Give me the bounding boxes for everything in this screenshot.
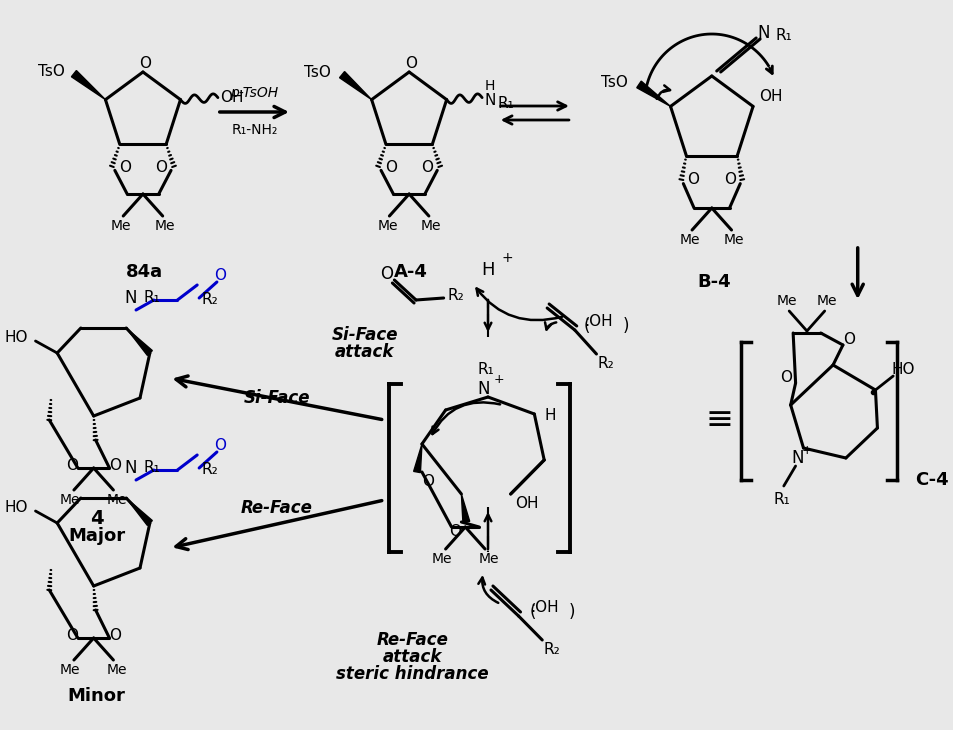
Text: R₁: R₁ [773, 493, 789, 507]
Text: O: O [110, 458, 121, 474]
Text: Me: Me [420, 219, 440, 233]
Text: attack: attack [335, 343, 394, 361]
Text: :OH: :OH [529, 601, 558, 615]
Text: O: O [379, 265, 393, 283]
Text: O: O [421, 474, 434, 490]
Text: H: H [544, 409, 556, 423]
Text: R₂: R₂ [598, 356, 614, 372]
Text: +: + [501, 251, 513, 265]
Text: :OH: :OH [583, 315, 612, 329]
Text: Si-Face: Si-Face [332, 326, 397, 344]
Polygon shape [339, 72, 372, 99]
Text: N: N [477, 380, 490, 398]
Text: R₂: R₂ [201, 463, 218, 477]
Text: attack: attack [382, 648, 441, 666]
Text: ≡: ≡ [705, 404, 733, 437]
Text: Me: Me [478, 552, 498, 566]
Text: O: O [449, 524, 461, 539]
Text: N: N [125, 459, 137, 477]
Text: Me: Me [60, 663, 80, 677]
Text: OH: OH [220, 90, 243, 105]
Text: Me: Me [376, 219, 397, 233]
Text: Re-Face: Re-Face [375, 631, 448, 649]
Text: O: O [139, 55, 151, 71]
Text: N: N [484, 93, 496, 108]
Text: O: O [723, 172, 736, 187]
Text: Me: Me [60, 493, 80, 507]
Text: R₁: R₁ [497, 96, 514, 111]
Text: O: O [155, 160, 167, 175]
Text: TsO: TsO [600, 75, 627, 90]
Text: ): ) [622, 317, 629, 335]
Polygon shape [636, 81, 670, 107]
Text: Me: Me [776, 294, 797, 308]
Text: 4: 4 [90, 509, 103, 528]
Text: R₂: R₂ [201, 293, 218, 307]
Text: HO: HO [890, 363, 914, 377]
Text: (: ( [583, 317, 589, 335]
Text: Me: Me [431, 552, 452, 566]
Text: OH: OH [759, 89, 781, 104]
Text: p-TsOH: p-TsOH [230, 86, 278, 100]
Text: Me: Me [722, 233, 743, 247]
Polygon shape [126, 498, 152, 526]
Text: OH: OH [515, 496, 537, 512]
Text: Si-Face: Si-Face [244, 389, 310, 407]
Text: 84a: 84a [126, 263, 163, 281]
Text: +: + [801, 445, 812, 458]
Text: O: O [213, 437, 226, 453]
Text: ): ) [568, 603, 575, 621]
Text: Me: Me [111, 219, 132, 233]
Text: TsO: TsO [304, 65, 331, 80]
Text: Minor: Minor [68, 687, 126, 705]
Text: O: O [405, 55, 416, 71]
Text: R₁-NH₂: R₁-NH₂ [231, 123, 277, 137]
Polygon shape [126, 328, 152, 356]
Text: O: O [66, 458, 78, 474]
Text: A-4: A-4 [394, 263, 428, 281]
Polygon shape [414, 444, 421, 472]
Text: Me: Me [107, 493, 128, 507]
Text: R₁: R₁ [477, 361, 494, 377]
Text: O: O [110, 629, 121, 644]
Text: R₁: R₁ [143, 461, 160, 475]
Text: Re-Face: Re-Face [241, 499, 313, 517]
Text: N: N [757, 24, 769, 42]
Text: N: N [125, 289, 137, 307]
Text: O: O [841, 332, 854, 347]
Text: O: O [66, 629, 78, 644]
Text: O: O [384, 160, 396, 175]
Text: O: O [118, 160, 131, 175]
Text: B-4: B-4 [697, 273, 730, 291]
Text: Me: Me [154, 219, 174, 233]
Text: Major: Major [68, 527, 125, 545]
Text: O: O [213, 267, 226, 283]
Text: HO: HO [4, 331, 28, 345]
Polygon shape [461, 494, 469, 523]
Text: R₁: R₁ [143, 291, 160, 305]
Text: R₂: R₂ [543, 642, 559, 658]
Text: O: O [421, 160, 433, 175]
Polygon shape [71, 71, 106, 99]
Text: Me: Me [107, 663, 128, 677]
Text: TsO: TsO [38, 64, 65, 79]
Text: R₂: R₂ [447, 288, 463, 304]
Text: O: O [779, 371, 791, 385]
Text: R₁: R₁ [775, 28, 791, 44]
Text: HO: HO [4, 501, 28, 515]
Text: H: H [484, 79, 495, 93]
Text: steric hindrance: steric hindrance [335, 665, 488, 683]
Text: Me: Me [679, 233, 700, 247]
Text: H: H [480, 261, 495, 279]
Text: +: + [494, 373, 504, 386]
Text: O: O [686, 172, 699, 187]
Text: C-4: C-4 [914, 471, 947, 489]
Text: Me: Me [816, 294, 836, 308]
Text: N: N [790, 449, 803, 467]
Text: (: ( [529, 603, 535, 621]
